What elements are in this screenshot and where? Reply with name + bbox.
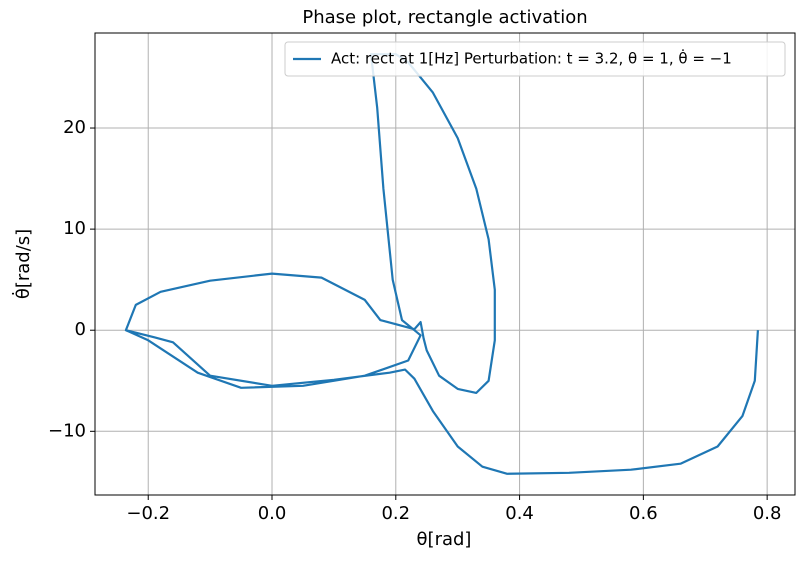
plot-frame <box>94 32 796 496</box>
x-tick-label: 0.4 <box>505 503 534 524</box>
y-tick-label: 0 <box>75 319 86 340</box>
y-tick-label: 20 <box>63 117 86 138</box>
x-tick-label: 0.6 <box>629 503 658 524</box>
legend: Act: rect at 1[Hz] Perturbation: t = 3.2… <box>284 41 786 77</box>
legend-box <box>284 41 786 77</box>
x-axis-label: θ[rad] <box>417 529 472 550</box>
legend-label: Act: rect at 1[Hz] Perturbation: t = 3.2… <box>331 49 732 68</box>
x-tick-label: 0.0 <box>258 503 287 524</box>
y-tick-label: −10 <box>48 420 86 441</box>
line-series <box>124 53 759 475</box>
x-tick-label: 0.8 <box>753 503 782 524</box>
chart-title: Phase plot, rectangle activation <box>302 7 587 28</box>
y-tick-label: 10 <box>63 218 86 239</box>
y-axis-label: θ̇[rad/s] <box>11 229 34 299</box>
x-tick-label: −0.2 <box>126 503 170 524</box>
x-tick-label: 0.2 <box>381 503 410 524</box>
